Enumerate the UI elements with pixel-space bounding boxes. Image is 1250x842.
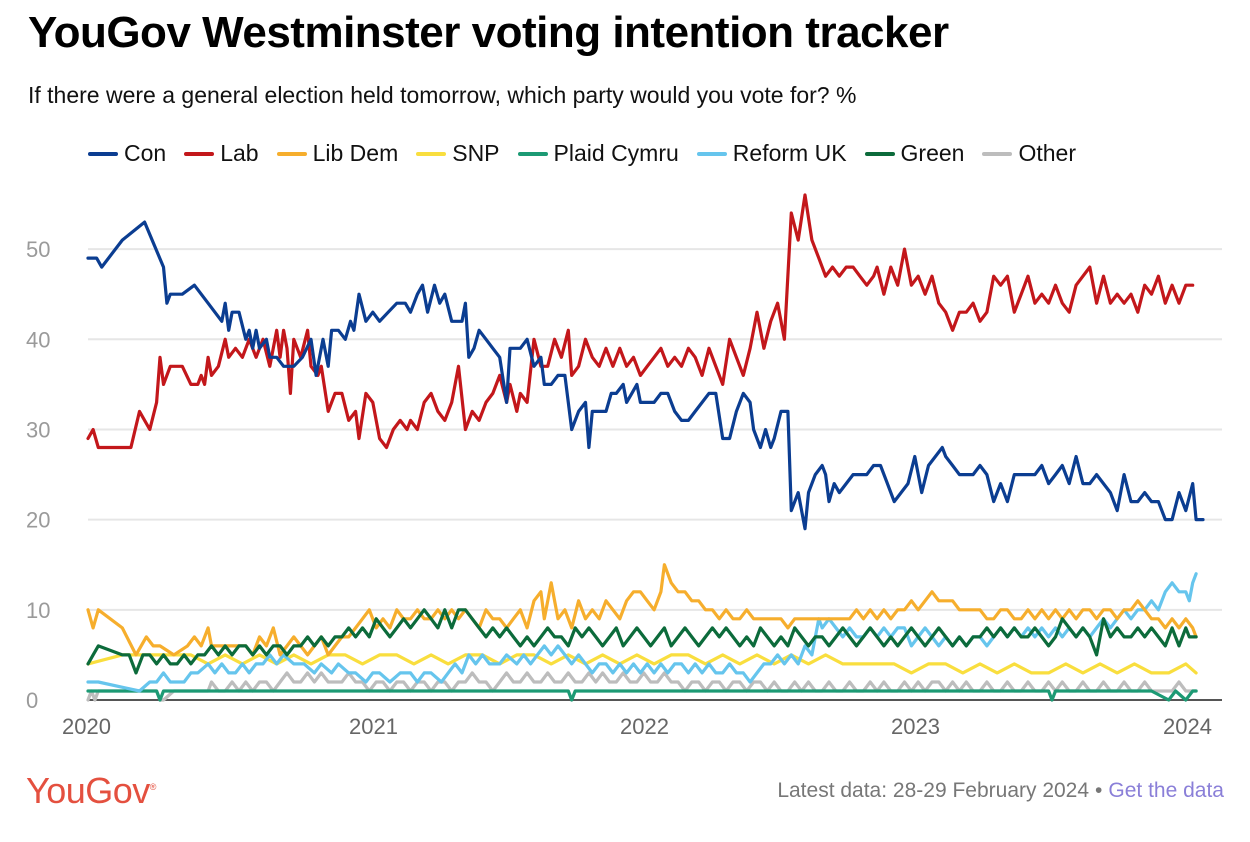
footer-note: Latest data: 28-29 February 2024 • Get the…: [777, 779, 1224, 803]
x-tick-label: 2022: [620, 714, 669, 739]
legend-item-lab: Lab: [184, 140, 259, 167]
legend-label: Con: [124, 140, 167, 166]
legend-label: Reform UK: [732, 140, 847, 166]
registered-mark-icon: ®: [149, 782, 157, 792]
legend-swatch: [517, 151, 548, 156]
x-tick-label: 2024: [1163, 714, 1212, 739]
series-line-green: [86, 608, 1198, 675]
legend-item-reform-uk: Reform UK: [696, 140, 847, 167]
logo-text: YouGov: [26, 770, 150, 811]
chart-title: YouGov Westminster voting intention trac…: [28, 8, 949, 57]
yougov-logo: YouGov®: [26, 770, 156, 812]
y-tick-label: 0: [26, 688, 38, 713]
legend-swatch: [276, 151, 307, 156]
legend-label: SNP: [452, 140, 500, 166]
chart-legend: Con Lab Lib Dem SNP Plaid Cymru Reform UK Gree…: [88, 140, 1094, 167]
legend-swatch: [416, 151, 447, 156]
x-tick-label: 2023: [891, 714, 940, 739]
separator-dot: •: [1095, 779, 1103, 802]
latest-data-text: Latest data: 28-29 February 2024: [777, 779, 1090, 802]
legend-label: Other: [1018, 140, 1077, 166]
y-tick-label: 50: [26, 237, 50, 262]
y-tick-label: 10: [26, 598, 50, 623]
series-line-lab: [86, 193, 1195, 450]
legend-label: Lib Dem: [312, 140, 399, 166]
line-chart: 0 10 20 30 40 50 2020 2021 2022 2023 2024: [26, 193, 1222, 739]
series-line-reform-uk: [86, 572, 1198, 693]
legend-item-plaid-cymru: Plaid Cymru: [517, 140, 679, 167]
y-tick-label: 30: [26, 417, 50, 442]
x-tick-label: 2021: [349, 714, 398, 739]
legend-swatch: [864, 151, 895, 156]
series-line-other: [86, 671, 1198, 702]
chart-subtitle: If there were a general election held to…: [28, 82, 857, 108]
legend-swatch: [88, 151, 118, 156]
legend-item-lib-dem: Lib Dem: [276, 140, 399, 167]
legend-label: Lab: [220, 140, 259, 166]
series-line-con: [86, 220, 1205, 531]
legend-label: Plaid Cymru: [553, 140, 679, 166]
legend-swatch: [982, 151, 1013, 156]
legend-item-con: Con: [88, 140, 166, 167]
legend-label: Green: [900, 140, 965, 166]
series-line-plaid-cymru: [86, 689, 1198, 702]
legend-item-green: Green: [864, 140, 965, 167]
legend-item-other: Other: [982, 140, 1076, 167]
legend-swatch: [696, 151, 727, 156]
y-tick-label: 40: [26, 327, 50, 352]
series-line-snp: [86, 653, 1198, 675]
legend-swatch: [184, 151, 215, 156]
y-tick-label: 20: [26, 508, 50, 533]
legend-item-snp: SNP: [416, 140, 500, 167]
x-tick-label: 2020: [62, 714, 111, 739]
get-data-link[interactable]: Get the data: [1108, 779, 1224, 802]
